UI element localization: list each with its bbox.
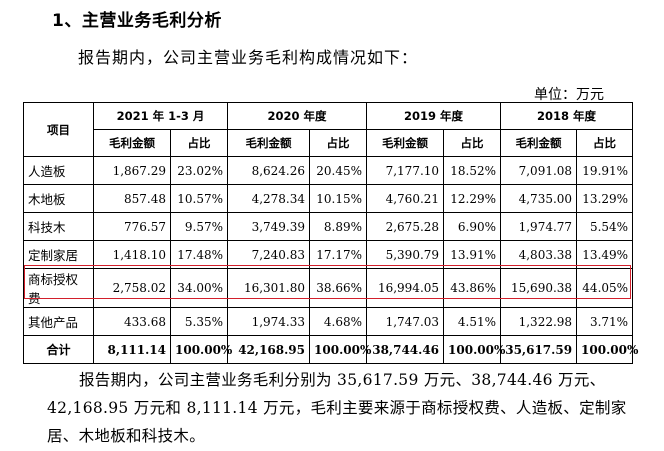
cell-ratio: 100.00% bbox=[309, 335, 371, 364]
header-period: 2018 年度 bbox=[500, 102, 634, 130]
cell-amount: 7,240.83 bbox=[227, 240, 311, 269]
table-row: 定制家居 1,418.10 17.48% 7,240.83 17.17% 5,3… bbox=[23, 240, 634, 269]
cell-ratio: 34.00% bbox=[169, 268, 229, 308]
cell-amount: 4,735.00 bbox=[500, 184, 578, 213]
cell-amount: 7,177.10 bbox=[366, 156, 445, 185]
cell-ratio: 20.45% bbox=[309, 156, 368, 185]
cell-amount: 1,974.77 bbox=[500, 212, 578, 241]
section-heading: 1、主营业务毛利分析 bbox=[52, 11, 222, 31]
table-row-highlighted: 商标授权费 2,758.02 34.00% 16,301.80 38.66% 1… bbox=[23, 268, 634, 308]
header-period: 2019 年度 bbox=[366, 102, 502, 130]
header-item: 项目 bbox=[23, 102, 94, 157]
header-ratio: 占比 bbox=[309, 129, 368, 157]
cell-amount: 4,278.34 bbox=[227, 184, 311, 213]
cell-amount: 8,111.14 bbox=[93, 335, 171, 364]
row-label: 科技木 bbox=[23, 212, 94, 241]
cell-amount: 4,760.21 bbox=[366, 184, 445, 213]
cell-ratio: 10.57% bbox=[169, 184, 229, 213]
row-label: 定制家居 bbox=[23, 240, 94, 269]
row-label: 其他产品 bbox=[23, 307, 94, 336]
total-label: 合计 bbox=[23, 335, 94, 364]
cell-ratio: 100.00% bbox=[169, 335, 232, 364]
cell-amount: 16,994.05 bbox=[366, 268, 445, 308]
cell-ratio: 43.86% bbox=[443, 268, 502, 308]
cell-ratio: 13.49% bbox=[576, 240, 634, 269]
cell-ratio: 17.17% bbox=[309, 240, 368, 269]
intro-text: 报告期内，公司主营业务毛利构成情况如下： bbox=[78, 48, 419, 67]
cell-amount: 776.57 bbox=[93, 212, 171, 241]
row-label: 木地板 bbox=[23, 184, 94, 213]
table-row: 木地板 857.48 10.57% 4,278.34 10.15% 4,760.… bbox=[23, 184, 634, 213]
header-amount: 毛利金额 bbox=[366, 129, 445, 157]
cell-ratio: 6.90% bbox=[443, 212, 502, 241]
cell-amount: 2,675.28 bbox=[366, 212, 445, 241]
cell-amount: 857.48 bbox=[93, 184, 171, 213]
table-total-row: 合计 8,111.14 100.00% 42,168.95 100.00% 38… bbox=[23, 335, 638, 364]
header-ratio: 占比 bbox=[576, 129, 634, 157]
cell-ratio: 3.71% bbox=[576, 307, 634, 336]
cell-amount: 8,624.26 bbox=[227, 156, 311, 185]
cell-ratio: 10.15% bbox=[309, 184, 368, 213]
header-period: 2020 年度 bbox=[227, 102, 368, 130]
cell-amount: 38,744.46 bbox=[366, 335, 445, 364]
header-amount: 毛利金额 bbox=[93, 129, 171, 157]
cell-ratio: 38.66% bbox=[309, 268, 368, 308]
cell-ratio: 9.57% bbox=[169, 212, 229, 241]
cell-ratio: 13.91% bbox=[443, 240, 502, 269]
cell-amount: 16,301.80 bbox=[227, 268, 311, 308]
gross-margin-table: 项目 2021 年 1-3 月 2020 年度 2019 年度 2018 年度 … bbox=[23, 102, 638, 364]
cell-amount: 5,390.79 bbox=[366, 240, 445, 269]
cell-amount: 1,322.98 bbox=[500, 307, 578, 336]
header-amount: 毛利金额 bbox=[227, 129, 311, 157]
summary-paragraph: 报告期内，公司主营业务毛利分别为 35,617.59 万元、38,744.46 … bbox=[47, 371, 627, 445]
cell-amount: 433.68 bbox=[93, 307, 171, 336]
header-ratio: 占比 bbox=[443, 129, 502, 157]
cell-amount: 15,690.38 bbox=[500, 268, 578, 308]
cell-amount: 3,749.39 bbox=[227, 212, 311, 241]
cell-ratio: 13.29% bbox=[576, 184, 634, 213]
cell-ratio: 4.51% bbox=[443, 307, 502, 336]
table-row: 其他产品 433.68 5.35% 1,974.33 4.68% 1,747.0… bbox=[23, 307, 634, 336]
header-period: 2021 年 1-3 月 bbox=[92, 102, 229, 130]
cell-amount: 2,758.02 bbox=[93, 268, 171, 308]
cell-ratio: 17.48% bbox=[169, 240, 229, 269]
cell-ratio: 5.35% bbox=[169, 307, 229, 336]
cell-ratio: 18.52% bbox=[443, 156, 502, 185]
row-label: 人造板 bbox=[23, 156, 94, 185]
cell-ratio: 4.68% bbox=[309, 307, 368, 336]
header-amount: 毛利金额 bbox=[500, 129, 578, 157]
cell-amount: 1,418.10 bbox=[93, 240, 171, 269]
cell-ratio: 100.00% bbox=[576, 335, 638, 364]
cell-amount: 4,803.38 bbox=[500, 240, 578, 269]
cell-ratio: 44.05% bbox=[576, 268, 634, 308]
cell-amount: 42,168.95 bbox=[227, 335, 311, 364]
cell-ratio: 12.29% bbox=[443, 184, 502, 213]
cell-ratio: 23.02% bbox=[169, 156, 229, 185]
table-row: 人造板 1,867.29 23.02% 8,624.26 20.45% 7,17… bbox=[23, 156, 634, 185]
cell-ratio: 8.89% bbox=[309, 212, 368, 241]
header-ratio: 占比 bbox=[169, 129, 229, 157]
cell-amount: 1,867.29 bbox=[93, 156, 171, 185]
table-row: 科技木 776.57 9.57% 3,749.39 8.89% 2,675.28… bbox=[23, 212, 634, 241]
cell-ratio: 19.91% bbox=[576, 156, 634, 185]
cell-amount: 1,974.33 bbox=[227, 307, 311, 336]
cell-ratio: 5.54% bbox=[576, 212, 634, 241]
cell-amount: 1,747.03 bbox=[366, 307, 445, 336]
row-label: 商标授权费 bbox=[23, 268, 94, 308]
cell-amount: 7,091.08 bbox=[500, 156, 578, 185]
cell-ratio: 100.00% bbox=[443, 335, 505, 364]
cell-amount: 35,617.59 bbox=[500, 335, 578, 364]
unit-label: 单位：万元 bbox=[534, 87, 604, 103]
